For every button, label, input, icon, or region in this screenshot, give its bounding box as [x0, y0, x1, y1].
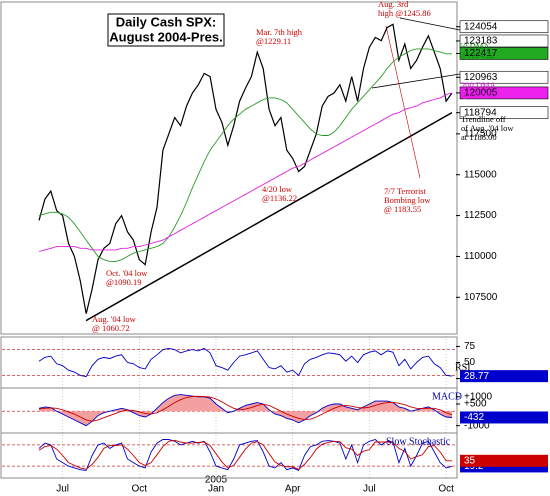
annotation: Trendline off [461, 114, 506, 124]
annotation: Aug. 3rd [378, 0, 409, 9]
annotation: @1200.05 [461, 89, 496, 99]
area [39, 394, 452, 426]
value-box [460, 411, 548, 424]
series-line [38, 394, 453, 427]
panel-label: Slow Stochastic [386, 436, 451, 447]
title-box [107, 13, 225, 47]
annotation: Bombing low [384, 195, 431, 205]
wedge-line [371, 73, 461, 89]
value-box [460, 370, 548, 383]
y-tick-label: 50 [464, 357, 476, 368]
series-line [38, 347, 453, 378]
series-line [38, 92, 453, 252]
pointer-line [385, 25, 421, 179]
x-tick-label: Jul [56, 484, 69, 495]
y-tick-label: 75 [464, 341, 476, 352]
series-line [38, 48, 452, 262]
y-tick-label: +500 [464, 399, 487, 410]
wedge-line [399, 17, 461, 31]
y-tick-label: 115000 [464, 169, 497, 180]
annotation: at 1188.00 [461, 132, 497, 142]
last-value-label: 28.77 [464, 371, 489, 382]
annotation: @1090.19 [106, 277, 141, 287]
y-tick-label: 110000 [464, 251, 497, 262]
series-line [38, 395, 453, 422]
y-tick-label: 124054 [464, 21, 498, 32]
y-tick-label: -1000 [464, 420, 490, 431]
annotation: high @1245.86 [378, 8, 431, 18]
panel-label: RSI [455, 362, 471, 373]
annotation: @ 1060.72 [92, 323, 130, 333]
annotation: 4/20 low [262, 184, 293, 194]
annotation: 50 DMA [459, 41, 490, 51]
x-tick-label: Jan [208, 484, 224, 495]
indicator-panel [0, 432, 458, 479]
series-line [38, 439, 452, 470]
annotation: @1224.22 [459, 50, 494, 60]
annotation: Mar. 7th high [256, 27, 303, 37]
annotation: Oct. '04 low [106, 268, 148, 278]
y-tick-label: 112500 [464, 210, 497, 221]
annotation: @1136.22 [262, 193, 297, 203]
x-tick-label: Oct [132, 484, 148, 495]
y-tick-label: 120963 [464, 72, 498, 83]
annotation: of Aug. '04 low [461, 123, 514, 133]
value-box [460, 454, 548, 467]
y-tick-label: 118794 [464, 107, 497, 118]
main-panel [0, 1, 458, 335]
y-tick-label: 117500 [464, 128, 497, 139]
x-tick-label: Oct [438, 484, 454, 495]
annotation: @ 1183.55 [384, 204, 421, 214]
y-tick-label: 123183 [464, 36, 498, 47]
y-tick-label: 107500 [464, 292, 498, 303]
annotation: 200 DMA [461, 80, 497, 90]
trendline [85, 111, 453, 322]
annotation: Aug. '04 low [92, 314, 137, 324]
chart-title: August 2004-Pres. [109, 29, 222, 44]
annotation: 7/7 Terrorist [384, 186, 427, 196]
series-line [38, 23, 453, 314]
x-tick-label: Apr [285, 484, 301, 495]
annotation: @1229.11 [256, 36, 291, 46]
last-value-label: 35 [464, 455, 476, 466]
panel-label: MACD [432, 391, 462, 402]
x-year-label: 2005 [205, 475, 228, 486]
x-tick-label: Jul [363, 484, 376, 495]
chart-title: Daily Cash SPX: [116, 14, 216, 29]
last-value-label: -432 [464, 412, 484, 423]
y-tick-label: 120005 [464, 88, 498, 99]
y-tick-label: 122417 [464, 48, 498, 59]
y-tick-label: +1000 [464, 391, 493, 402]
